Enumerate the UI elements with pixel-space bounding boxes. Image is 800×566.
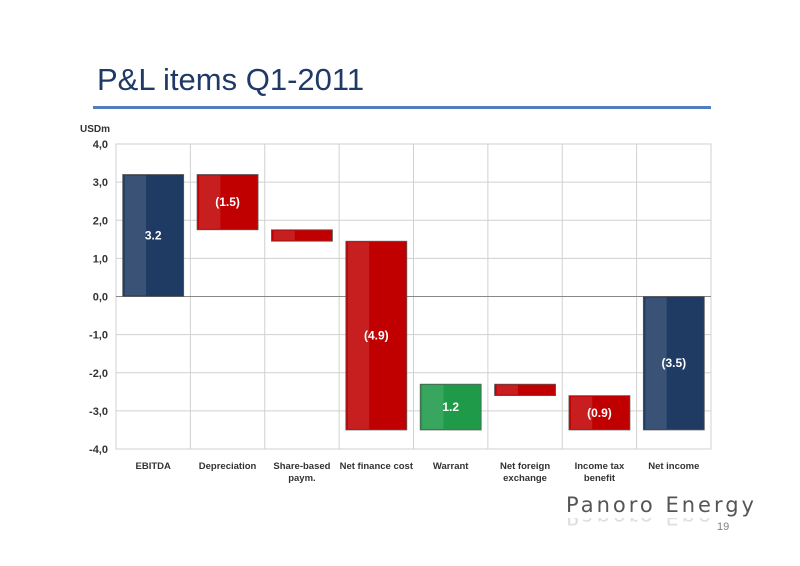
y-tick-label: 4,0 <box>93 139 108 151</box>
bar-data-label: (1.5) <box>215 195 240 209</box>
y-tick-label: -3,0 <box>89 406 108 418</box>
bar <box>122 174 185 297</box>
bar-data-label: 3.2 <box>145 229 162 243</box>
bar-data-label: 1.2 <box>442 400 459 414</box>
y-tick-label: 2,0 <box>93 215 108 227</box>
x-tick-label: Share-based paym. <box>273 461 330 484</box>
bar <box>196 174 259 231</box>
y-tick-label: 1,0 <box>93 253 108 265</box>
logo-reflection: Panoro Energy <box>566 518 716 530</box>
y-tick-label: 0,0 <box>93 292 108 304</box>
y-tick-label: -1,0 <box>89 330 108 342</box>
x-tick-label: Net income <box>648 461 699 472</box>
logo-text: Panoro Energy <box>566 493 757 517</box>
bar-highlight <box>199 175 221 229</box>
x-tick-label: Warrant <box>433 461 469 472</box>
bar <box>345 240 408 431</box>
bar <box>642 296 705 431</box>
bar-highlight <box>422 385 444 429</box>
bar-highlight <box>347 242 370 429</box>
y-tick-label: -2,0 <box>89 368 108 380</box>
bar-highlight <box>570 396 593 429</box>
x-tick-label: EBITDA <box>136 461 172 472</box>
bar <box>419 383 482 431</box>
bar-highlight <box>124 175 147 296</box>
page-number: 19 <box>717 521 730 533</box>
bar-highlight <box>496 385 518 395</box>
slide-title: P&L items Q1-2011 <box>97 62 365 97</box>
title-divider <box>93 106 711 109</box>
x-tick-label: Net finance cost <box>340 461 414 472</box>
y-unit-label: USDm <box>80 124 110 135</box>
bar-data-label: (3.5) <box>661 356 686 370</box>
bar <box>494 383 556 397</box>
bar <box>568 395 631 431</box>
x-tick-label: Depreciation <box>199 461 257 472</box>
company-logo: Panoro Energy Panoro Energy <box>566 492 757 530</box>
bar <box>271 229 333 242</box>
bar-highlight <box>645 297 667 429</box>
y-tick-label: -4,0 <box>89 444 108 456</box>
bar-data-label: (4.9) <box>364 329 389 343</box>
x-tick-label: Income tax benefit <box>575 461 625 484</box>
y-tick-label: 3,0 <box>93 177 108 189</box>
bar-data-label: (0.9) <box>587 406 612 420</box>
x-tick-label: Net foreign exchange <box>500 461 550 484</box>
bar-highlight <box>273 230 295 241</box>
